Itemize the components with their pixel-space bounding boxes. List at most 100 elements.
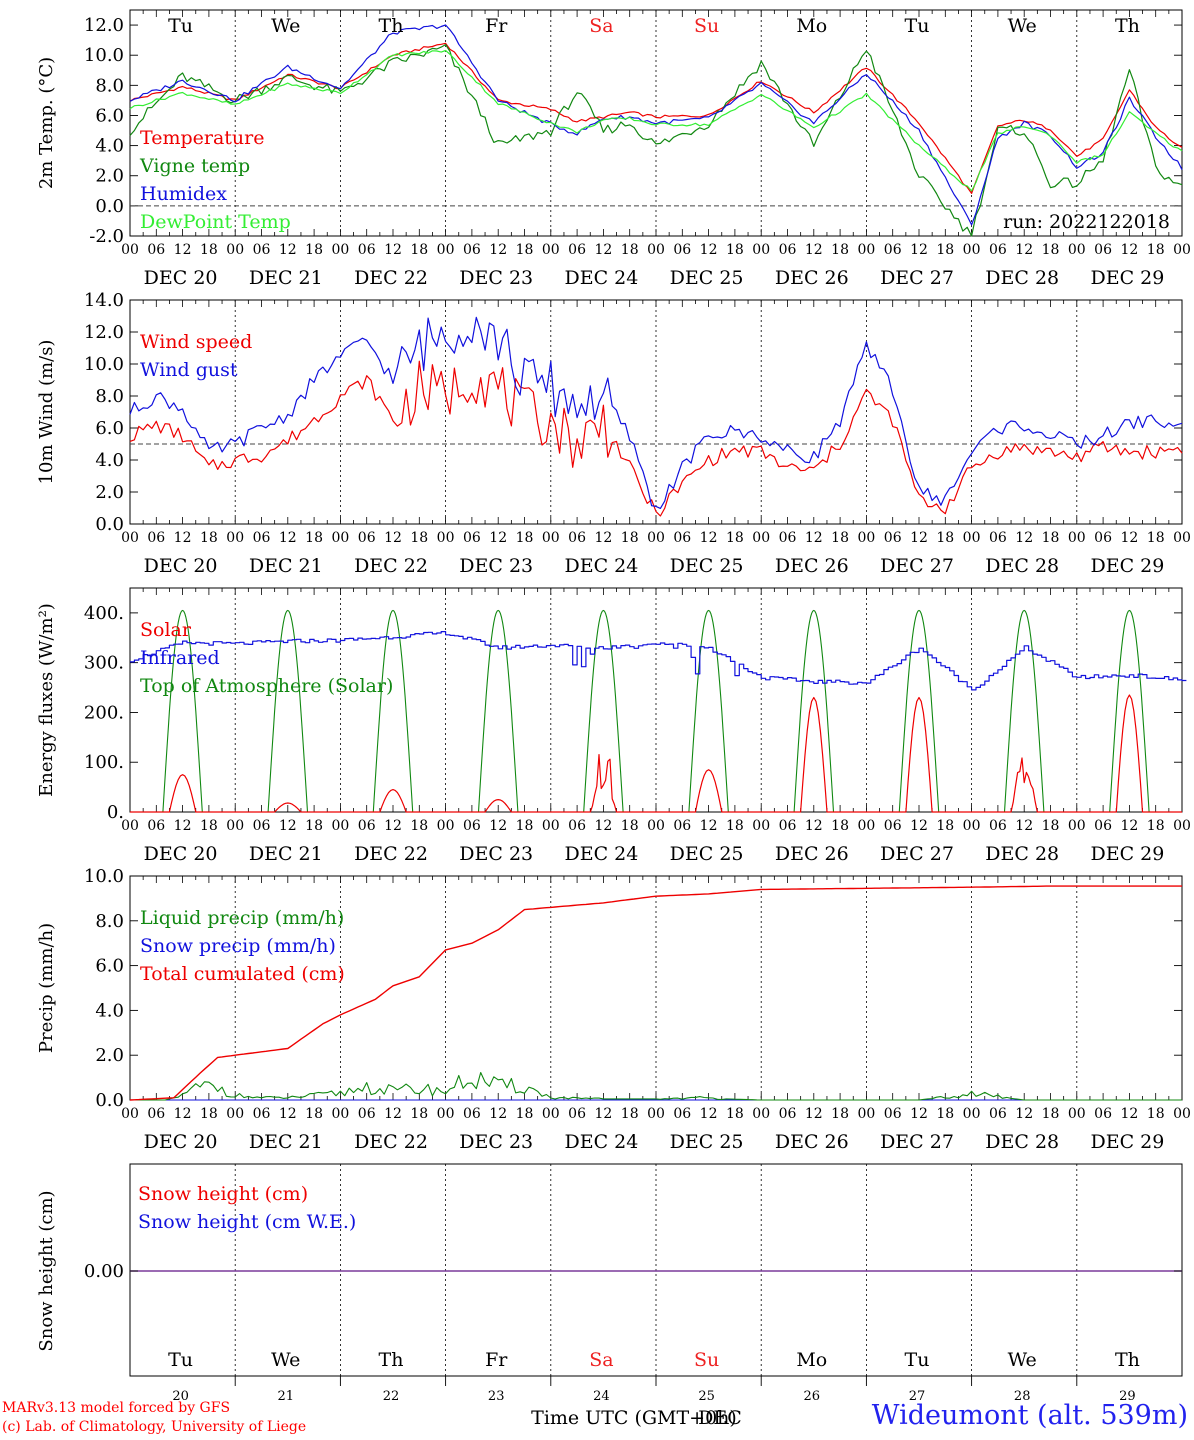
y-tick-label: 8.0	[95, 911, 124, 932]
hour-tick-label: 12	[910, 242, 928, 258]
hour-tick-label: 12	[805, 530, 823, 546]
hour-tick-label: 00	[1068, 818, 1086, 834]
date-label: DEC 26	[775, 267, 849, 289]
hour-tick-label: 06	[253, 530, 271, 546]
date-label: DEC 20	[144, 843, 218, 865]
model-credit: MARv3.13 model forced by GFS	[2, 1400, 231, 1416]
hour-tick-label: 06	[673, 1106, 691, 1122]
hour-tick-label: 18	[621, 242, 639, 258]
y-tick-label: 4.0	[95, 1000, 124, 1021]
hour-tick-label: 18	[1147, 242, 1165, 258]
hour-tick-label: 12	[594, 818, 612, 834]
date-label: DEC 24	[564, 267, 638, 289]
hour-tick-label: 00	[963, 1106, 981, 1122]
date-label: DEC 23	[459, 267, 533, 289]
day-name-label: Tu	[168, 1349, 193, 1371]
y-tick-label: 0.0	[95, 514, 124, 535]
series-line-red	[129, 360, 1183, 517]
bottom-date-label: 29	[1119, 1389, 1136, 1404]
legend-entry: Wind gust	[140, 359, 238, 381]
hour-tick-label: 00	[437, 1106, 455, 1122]
hour-tick-label: 00	[1068, 242, 1086, 258]
hour-tick-label: 06	[568, 818, 586, 834]
y-axis-label: 10m Wind (m/s)	[36, 340, 57, 485]
legend-entry: DewPoint Temp	[140, 211, 291, 233]
hour-tick-label: 06	[1094, 818, 1112, 834]
day-name-label: Th	[1115, 1349, 1140, 1371]
hour-tick-label: 12	[805, 1106, 823, 1122]
date-label: DEC 22	[354, 267, 428, 289]
hour-tick-label: 18	[1042, 1106, 1060, 1122]
hour-tick-label: 06	[989, 242, 1007, 258]
date-label: DEC 27	[880, 267, 954, 289]
hour-tick-label: 12	[1015, 530, 1033, 546]
hour-tick-label: 12	[489, 242, 507, 258]
y-tick-label: 2.0	[95, 166, 124, 187]
hour-tick-label: 06	[1094, 530, 1112, 546]
hour-tick-label: 00	[542, 1106, 560, 1122]
hour-tick-label: 12	[910, 1106, 928, 1122]
hour-tick-label: 06	[568, 1106, 586, 1122]
date-label: DEC 21	[249, 1131, 323, 1153]
hour-tick-label: 18	[1042, 242, 1060, 258]
hour-tick-label: 06	[358, 530, 376, 546]
date-label: DEC 21	[249, 843, 323, 865]
legend-entry: Snow precip (mm/h)	[140, 935, 336, 957]
hour-tick-label: 18	[1042, 530, 1060, 546]
date-label: DEC 25	[670, 1131, 744, 1153]
hour-tick-label: 12	[279, 242, 297, 258]
hour-tick-label: 18	[200, 242, 218, 258]
day-name-label: Th	[1115, 15, 1140, 37]
hour-tick-label: 06	[779, 1106, 797, 1122]
date-label: DEC 28	[985, 1131, 1059, 1153]
hour-tick-label: 12	[1120, 530, 1138, 546]
date-label: DEC 24	[564, 1131, 638, 1153]
day-name-label: Fr	[485, 1349, 508, 1371]
hour-tick-label: 00	[647, 1106, 665, 1122]
y-axis-label: 2m Temp. (°C)	[36, 57, 57, 189]
hour-tick-label: 00	[963, 242, 981, 258]
hour-tick-label: 18	[726, 1106, 744, 1122]
hour-tick-label: 06	[253, 1106, 271, 1122]
hour-tick-label: 18	[726, 530, 744, 546]
hour-tick-label: 18	[1147, 818, 1165, 834]
hour-tick-label: 00	[542, 818, 560, 834]
date-label: DEC 25	[670, 843, 744, 865]
hour-tick-label: 00	[1068, 1106, 1086, 1122]
hour-tick-label: 18	[410, 1106, 428, 1122]
series-line-blue	[129, 24, 1183, 226]
hour-tick-label: 06	[463, 1106, 481, 1122]
y-tick-label: 8.0	[95, 75, 124, 96]
hour-tick-label: 12	[384, 242, 402, 258]
hour-tick-label: 12	[700, 242, 718, 258]
x-axis-label: Time UTC (GMT+0h)	[531, 1407, 737, 1429]
hour-tick-label: 00	[1173, 818, 1191, 834]
hour-tick-label: 18	[726, 242, 744, 258]
date-label: DEC 28	[985, 843, 1059, 865]
hour-tick-label: 12	[384, 818, 402, 834]
day-name-label: Mo	[796, 1349, 827, 1371]
hour-tick-label: 18	[410, 818, 428, 834]
hour-tick-label: 06	[568, 242, 586, 258]
day-name-label: Th	[379, 15, 404, 37]
hour-tick-label: 00	[542, 530, 560, 546]
date-label: DEC 21	[249, 555, 323, 577]
hour-tick-label: 00	[857, 242, 875, 258]
hour-tick-label: 00	[963, 818, 981, 834]
hour-tick-label: 06	[1094, 1106, 1112, 1122]
hour-tick-label: 18	[936, 1106, 954, 1122]
hour-tick-label: 12	[700, 530, 718, 546]
hour-tick-label: 18	[305, 530, 323, 546]
hour-tick-label: 12	[384, 530, 402, 546]
hour-tick-label: 18	[305, 242, 323, 258]
series-line-blue	[129, 316, 1183, 509]
date-label: DEC 22	[354, 1131, 428, 1153]
hour-tick-label: 06	[358, 242, 376, 258]
day-name-label: Sa	[589, 1349, 613, 1371]
hour-tick-label: 12	[279, 818, 297, 834]
hour-tick-label: 06	[673, 242, 691, 258]
hour-tick-label: 00	[1173, 1106, 1191, 1122]
hour-tick-label: 18	[936, 530, 954, 546]
hour-tick-label: 06	[147, 818, 165, 834]
hour-tick-label: 12	[1015, 818, 1033, 834]
